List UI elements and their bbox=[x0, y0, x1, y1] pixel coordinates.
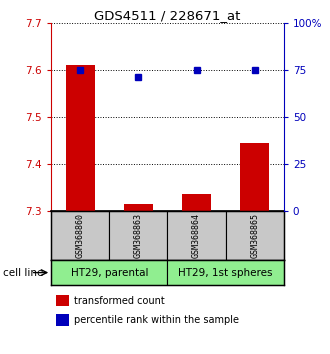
Text: GSM368863: GSM368863 bbox=[134, 213, 143, 258]
Text: transformed count: transformed count bbox=[74, 296, 165, 306]
Bar bbox=[168, 211, 226, 260]
Text: GSM368864: GSM368864 bbox=[192, 213, 201, 258]
Text: HT29, 1st spheres: HT29, 1st spheres bbox=[179, 268, 273, 278]
Text: percentile rank within the sample: percentile rank within the sample bbox=[74, 315, 239, 325]
Bar bbox=[226, 211, 284, 260]
Text: cell line: cell line bbox=[3, 268, 44, 278]
Text: GSM368860: GSM368860 bbox=[76, 213, 85, 258]
Title: GDS4511 / 228671_at: GDS4511 / 228671_at bbox=[94, 9, 241, 22]
Text: GSM368865: GSM368865 bbox=[250, 213, 259, 258]
Bar bbox=[240, 143, 269, 211]
Bar bbox=[124, 204, 153, 211]
Bar bbox=[182, 194, 211, 211]
Bar bbox=[51, 260, 168, 285]
Bar bbox=[109, 211, 167, 260]
Text: HT29, parental: HT29, parental bbox=[71, 268, 148, 278]
Bar bbox=[51, 211, 109, 260]
Bar bbox=[66, 65, 95, 211]
Bar bbox=[168, 260, 284, 285]
